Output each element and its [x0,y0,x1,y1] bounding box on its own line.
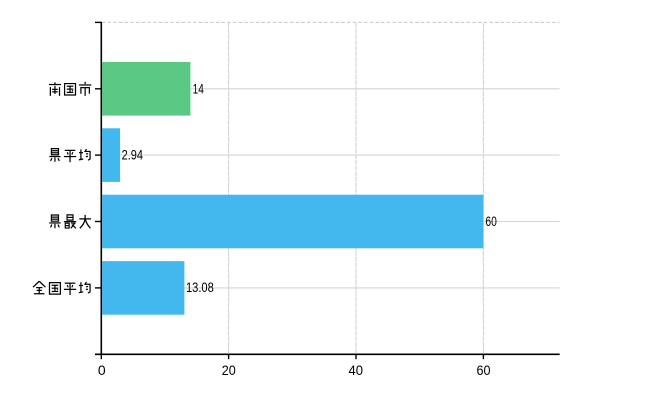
svg-text:0: 0 [98,362,106,378]
svg-text:60: 60 [477,362,491,378]
svg-text:14: 14 [193,81,205,96]
svg-text:60: 60 [485,214,497,229]
svg-text:2.94: 2.94 [122,147,144,162]
svg-text:20: 20 [222,362,236,378]
svg-text:40: 40 [349,362,364,378]
svg-text:13.08: 13.08 [186,280,214,295]
